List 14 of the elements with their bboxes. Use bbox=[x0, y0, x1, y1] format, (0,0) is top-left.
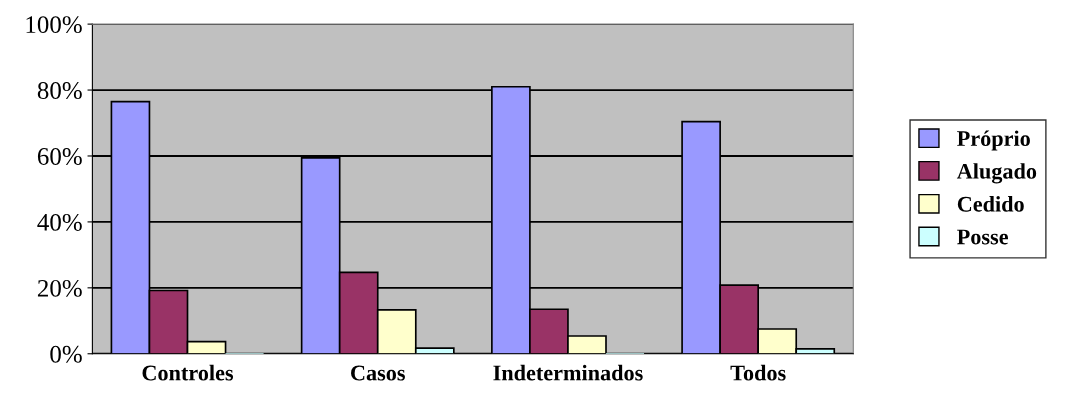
x-tick-label: Controles bbox=[142, 364, 234, 381]
y-tick-label: 80% bbox=[37, 82, 82, 100]
x-tick-label: Todos bbox=[730, 364, 786, 381]
x-tick-label: Casos bbox=[351, 365, 405, 381]
x-tick-label: Indeterminados bbox=[493, 364, 643, 381]
y-tick-label: 60% bbox=[37, 148, 82, 165]
y-tick-label: 40% bbox=[37, 213, 82, 231]
y-tick-label: 0% bbox=[50, 345, 82, 363]
y-tick-label: 100% bbox=[26, 16, 82, 34]
legend-label: Alugado bbox=[956, 163, 1037, 184]
y-tick-label: 20% bbox=[37, 279, 82, 297]
legend-label: Próprio bbox=[957, 130, 1030, 151]
legend-label: Cedido bbox=[957, 196, 1024, 212]
legend-label: Posse bbox=[957, 229, 1008, 245]
